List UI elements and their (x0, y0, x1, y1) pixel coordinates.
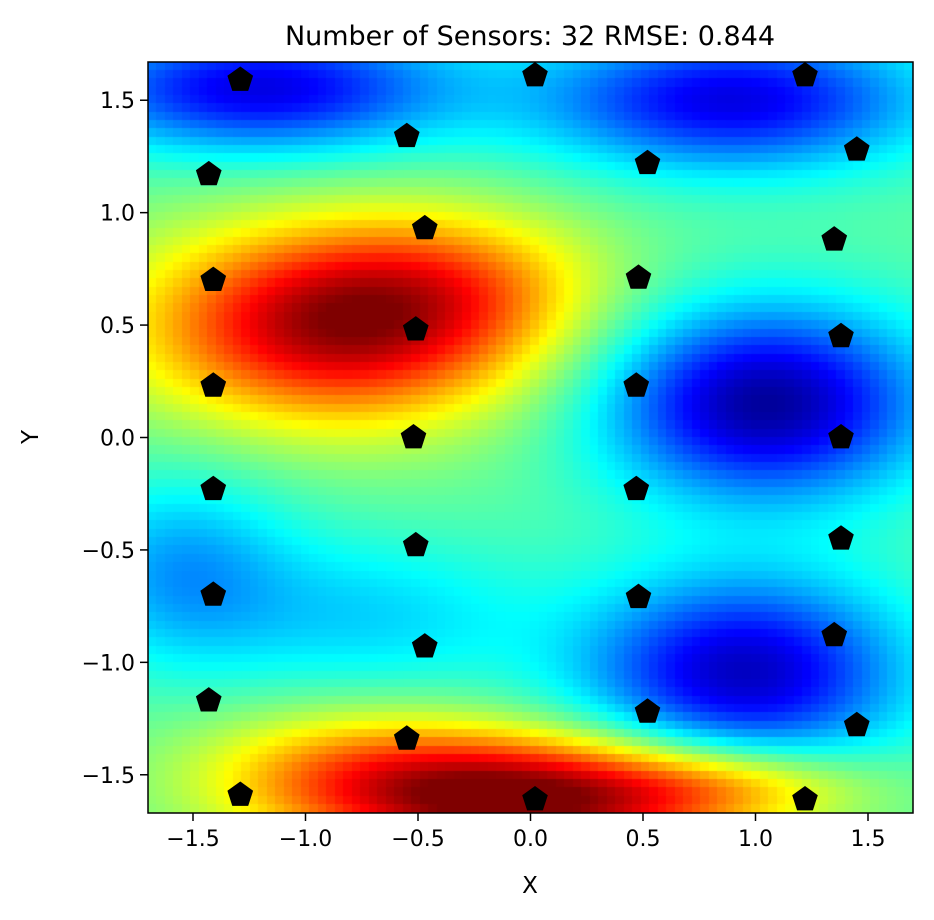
plot-area (147, 61, 914, 814)
x-tick-label: 1.0 (738, 827, 773, 852)
sensor-marker (843, 711, 870, 737)
x-axis-label: X (522, 873, 538, 899)
y-tick-label: −1.5 (82, 764, 135, 789)
sensor-marker (227, 66, 254, 91)
sensor-marker (828, 322, 854, 348)
sensor-marker (402, 531, 429, 557)
sensor-marker (625, 583, 652, 609)
sensor-marker (200, 581, 227, 606)
sensor-marker (821, 621, 848, 647)
x-tick-label: 0.0 (513, 827, 548, 852)
y-tick-label: −0.5 (82, 539, 135, 564)
sensor-marker (821, 226, 848, 251)
x-tick-label: −0.5 (391, 827, 444, 852)
y-tick-label: 1.0 (100, 202, 135, 227)
sensor-marker (625, 264, 652, 289)
sensor-marker (411, 633, 438, 658)
sensor-marker (828, 424, 854, 449)
sensor-marker (828, 525, 854, 550)
sensor-marker (411, 214, 438, 240)
sensor-marker (200, 372, 227, 397)
sensor-marker (792, 786, 818, 811)
sensor-marker (195, 687, 222, 712)
sensor-marker (195, 160, 222, 186)
sensor-marker (522, 786, 548, 811)
heatmap-field (148, 62, 913, 813)
sensor-marker (843, 136, 870, 161)
chart-title: Number of Sensors: 32 RMSE: 0.844 (285, 21, 775, 52)
x-tick-label: −1.5 (166, 827, 219, 852)
x-tick-label: −1.0 (279, 827, 332, 852)
y-tick-label: 1.5 (100, 89, 135, 114)
sensor-marker (200, 475, 227, 501)
sensor-marker (792, 62, 818, 87)
sensor-marker (227, 781, 254, 806)
sensor-marker (623, 372, 650, 397)
sensor-marker (623, 475, 650, 501)
sensor-marker (200, 266, 227, 291)
sensor-marker (393, 122, 420, 148)
y-tick-label: 0.0 (100, 427, 135, 452)
sensor-marker (393, 725, 420, 750)
sensor-marker (634, 149, 661, 175)
y-axis-label: Y (18, 429, 44, 445)
sensor-markers (195, 62, 870, 811)
x-axis: −1.5 −1.0 −0.5 0.0 0.5 1.0 1.5 (166, 813, 886, 852)
x-tick-label: 1.5 (851, 827, 886, 852)
x-tick-label: 0.5 (626, 827, 661, 852)
sensor-marker (634, 698, 661, 723)
y-tick-label: −1.0 (82, 651, 135, 676)
sensor-marker (402, 316, 429, 341)
sensor-marker (400, 424, 427, 449)
y-axis: 1.5 1.0 0.5 0.0 −0.5 −1.0 −1.5 (82, 89, 148, 789)
sensor-marker (522, 62, 548, 87)
y-tick-label: 0.5 (100, 314, 135, 339)
